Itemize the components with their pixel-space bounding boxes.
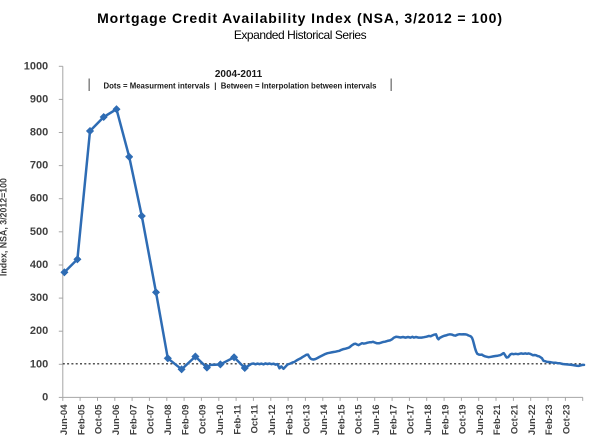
svg-text:Oct-15: Oct-15	[354, 404, 365, 434]
svg-text:0: 0	[42, 391, 48, 403]
svg-text:Oct-23: Oct-23	[562, 405, 573, 435]
svg-text:Jun-04: Jun-04	[59, 404, 70, 435]
svg-text:Oct-17: Oct-17	[406, 405, 417, 435]
svg-text:Jun-10: Jun-10	[215, 405, 226, 436]
svg-text:Feb-17: Feb-17	[388, 405, 399, 436]
svg-text:800: 800	[30, 127, 48, 139]
svg-text:1000: 1000	[24, 60, 48, 72]
svg-text:Jun-06: Jun-06	[111, 405, 122, 436]
svg-text:Oct-11: Oct-11	[250, 404, 261, 434]
svg-text:Feb-21: Feb-21	[492, 404, 503, 435]
svg-text:Oct-13: Oct-13	[302, 405, 313, 435]
svg-text:Feb-07: Feb-07	[128, 405, 139, 436]
svg-text:Feb-13: Feb-13	[284, 405, 295, 436]
svg-text:500: 500	[30, 226, 48, 238]
svg-text:Jun-12: Jun-12	[267, 405, 278, 436]
svg-text:Feb-15: Feb-15	[336, 404, 347, 435]
svg-text:Feb-23: Feb-23	[544, 405, 555, 436]
svg-text:Oct-07: Oct-07	[146, 405, 157, 435]
svg-text:2004-2011: 2004-2011	[215, 69, 263, 80]
svg-text:Oct-19: Oct-19	[458, 405, 469, 435]
svg-text:Feb-19: Feb-19	[440, 405, 451, 436]
svg-text:Jun-18: Jun-18	[423, 405, 434, 436]
svg-text:300: 300	[30, 292, 48, 304]
svg-text:Jun-14: Jun-14	[319, 404, 330, 435]
svg-text:Oct-21: Oct-21	[510, 404, 521, 434]
svg-text:Dots = Measurment intervals |: Dots = Measurment intervals | Between = …	[104, 81, 378, 90]
svg-text:Index, NSA, 3/2012=100: Index, NSA, 3/2012=100	[0, 178, 8, 276]
svg-text:Jun-20: Jun-20	[475, 405, 486, 436]
svg-text:100: 100	[30, 358, 48, 370]
svg-text:Feb-05: Feb-05	[76, 404, 87, 435]
svg-text:Jun-16: Jun-16	[371, 405, 382, 436]
svg-text:700: 700	[30, 160, 48, 172]
svg-text:Jun-08: Jun-08	[163, 405, 174, 436]
svg-text:200: 200	[30, 325, 48, 337]
svg-text:600: 600	[30, 193, 48, 205]
svg-text:Jun-22: Jun-22	[527, 405, 538, 436]
svg-text:Feb-11: Feb-11	[232, 404, 243, 435]
svg-text:Oct-05: Oct-05	[94, 404, 105, 434]
svg-text:Feb-09: Feb-09	[180, 405, 191, 436]
svg-text:Oct-09: Oct-09	[198, 405, 209, 435]
svg-text:400: 400	[30, 259, 48, 271]
svg-text:900: 900	[30, 93, 48, 105]
